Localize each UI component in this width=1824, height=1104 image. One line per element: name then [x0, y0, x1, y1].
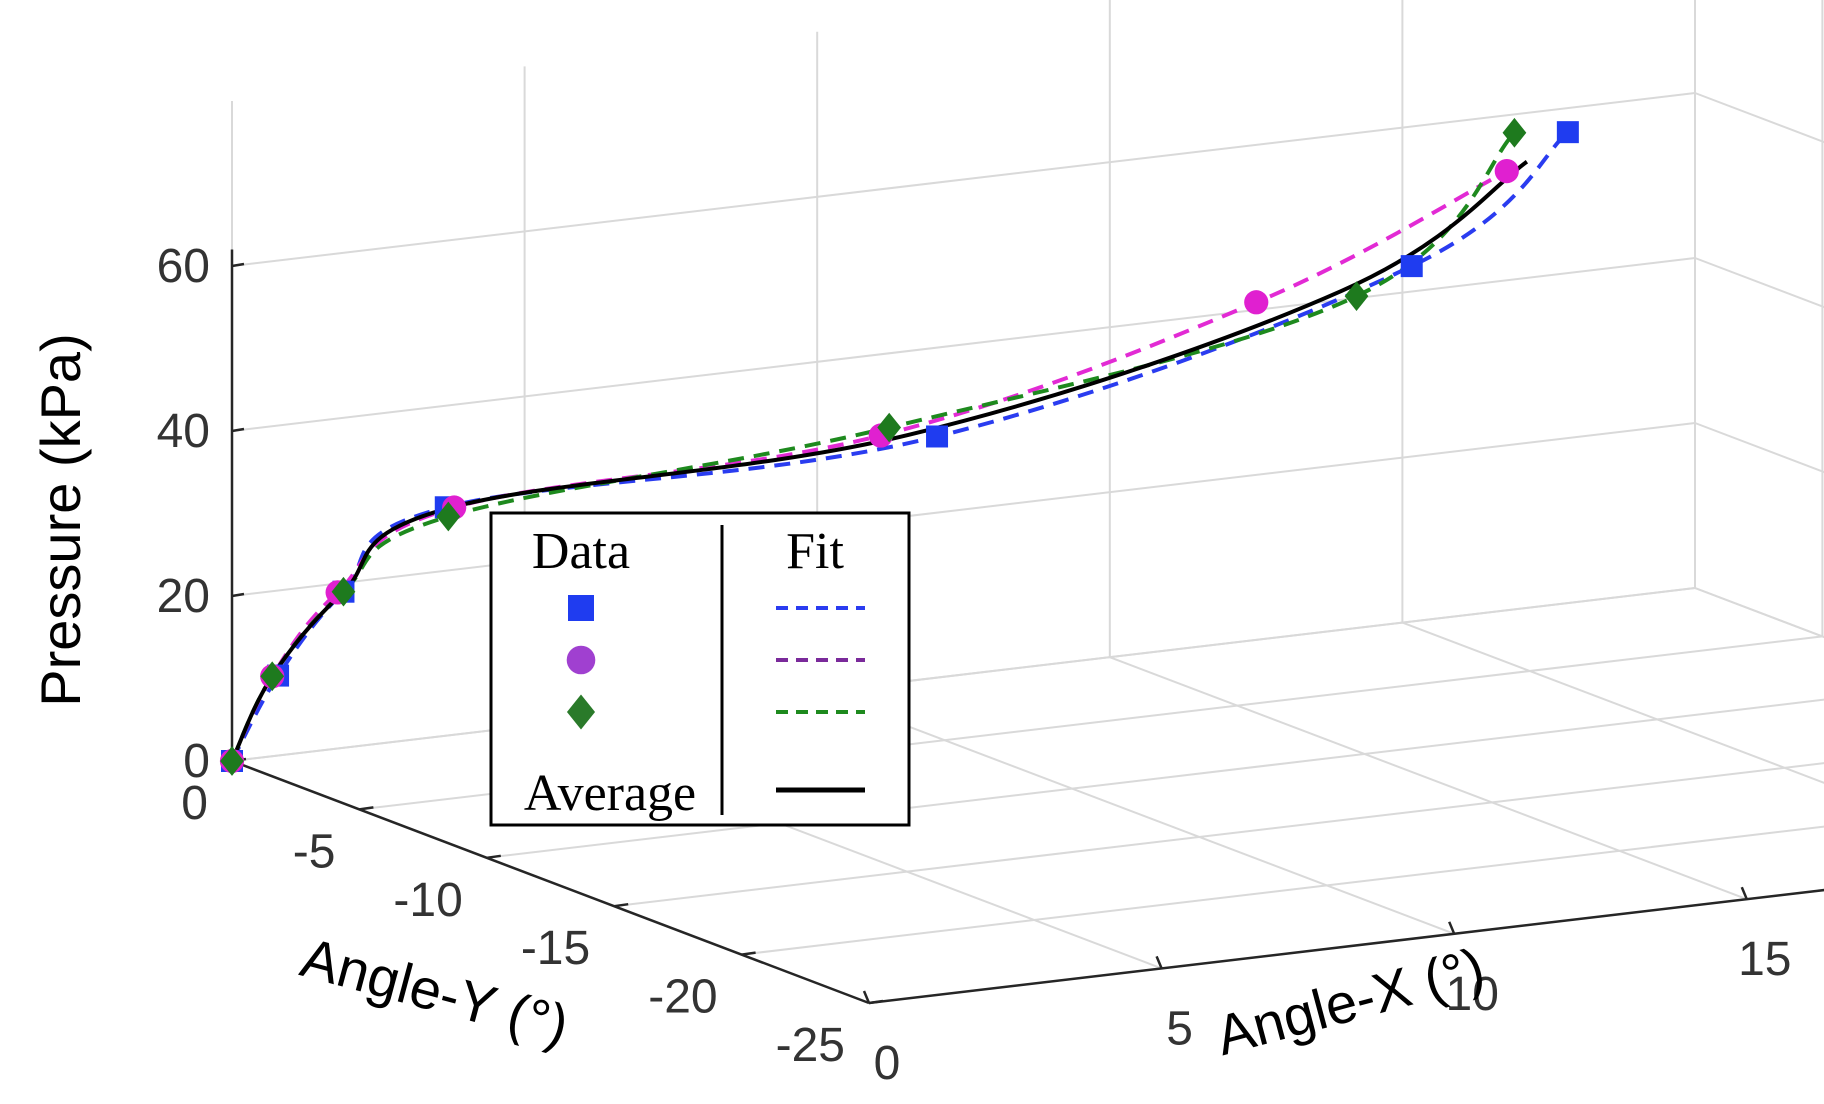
average-line: [230, 160, 1529, 762]
data-point-series-3: [1344, 281, 1369, 311]
grid-line: [1694, 422, 1824, 474]
y-tick-mark: [359, 806, 374, 811]
series-markers: [219, 117, 1579, 776]
grid-line: [231, 92, 1696, 267]
z-tick-label: 60: [157, 240, 210, 293]
x-axis-label: Angle-X (°): [1209, 935, 1490, 1067]
z-tick-label: 40: [157, 405, 210, 458]
z-tick-mark: [231, 592, 245, 598]
axes: [230, 249, 1824, 1005]
x-tick-label: 0: [874, 1037, 901, 1090]
y-tick-label: -20: [648, 971, 717, 1024]
x-axis-line: [868, 888, 1824, 1005]
data-point-series-1: [926, 425, 949, 448]
y-tick-mark: [614, 902, 629, 908]
grid-line: [231, 257, 1696, 432]
y-tick-label: 0: [181, 777, 208, 830]
legend-marker-1: [568, 595, 594, 621]
y-tick-label: -25: [776, 1019, 845, 1072]
y-tick-label: -15: [521, 922, 590, 975]
grid-line: [1694, 587, 1824, 639]
grid-line: [231, 587, 1696, 762]
legend-entries: [566, 595, 865, 730]
x-tick-label: 5: [1166, 1002, 1193, 1055]
x-tick-mark: [1448, 921, 1456, 935]
grid-line: [741, 825, 1824, 956]
grid-line: [816, 690, 1455, 935]
legend-header-fit: Fit: [786, 523, 844, 580]
data-point-series-1: [1400, 255, 1423, 278]
x-tick-label: 10: [1446, 968, 1499, 1021]
z-tick-label: 0: [183, 735, 210, 788]
y-tick-mark: [868, 999, 884, 1005]
data-point-series-3: [260, 661, 285, 692]
legend-average-label: Average: [524, 765, 696, 822]
grid-line: [1109, 656, 1748, 901]
data-point-series-3: [1502, 117, 1527, 148]
legend: Data Fit Average: [489, 511, 911, 827]
data-point-series-3: [331, 576, 356, 607]
y-tick-mark: [741, 951, 756, 956]
x-tick-label: 15: [1738, 933, 1791, 986]
y-axis-line: [231, 759, 870, 1005]
legend-box: [489, 511, 911, 827]
data-point-series-3: [877, 412, 902, 443]
legend-marker-2: [566, 645, 596, 675]
legend-header-data: Data: [532, 523, 630, 580]
x-tick-mark: [862, 990, 871, 1004]
legend-marker-3: [566, 694, 596, 730]
x-tick-mark: [1155, 955, 1163, 969]
data-point-series-3: [436, 501, 461, 532]
data-point-series-2: [1494, 159, 1519, 184]
data-point-series-3: [220, 746, 244, 776]
grid-line: [1402, 621, 1824, 784]
y-tick-label: -5: [293, 825, 336, 878]
grid-line: [231, 422, 1696, 597]
y-tick-label: -10: [393, 874, 462, 927]
y-tick-mark: [486, 854, 501, 860]
grid-line: [1694, 257, 1824, 309]
grid-line: [1694, 587, 1824, 639]
z-axis-label: Pressure (kPa): [29, 333, 92, 706]
data-point-series-2: [1244, 290, 1269, 315]
z-tick-mark: [231, 262, 245, 268]
data-point-series-1: [1556, 121, 1579, 144]
z-tick-label: 20: [157, 570, 210, 623]
grid-line: [614, 762, 1824, 908]
grid-line: [486, 698, 1824, 859]
grid-line: [1694, 92, 1824, 144]
z-tick-mark: [231, 427, 245, 433]
fit-line-series-1: [230, 130, 1570, 762]
x-tick-mark: [1740, 886, 1748, 900]
